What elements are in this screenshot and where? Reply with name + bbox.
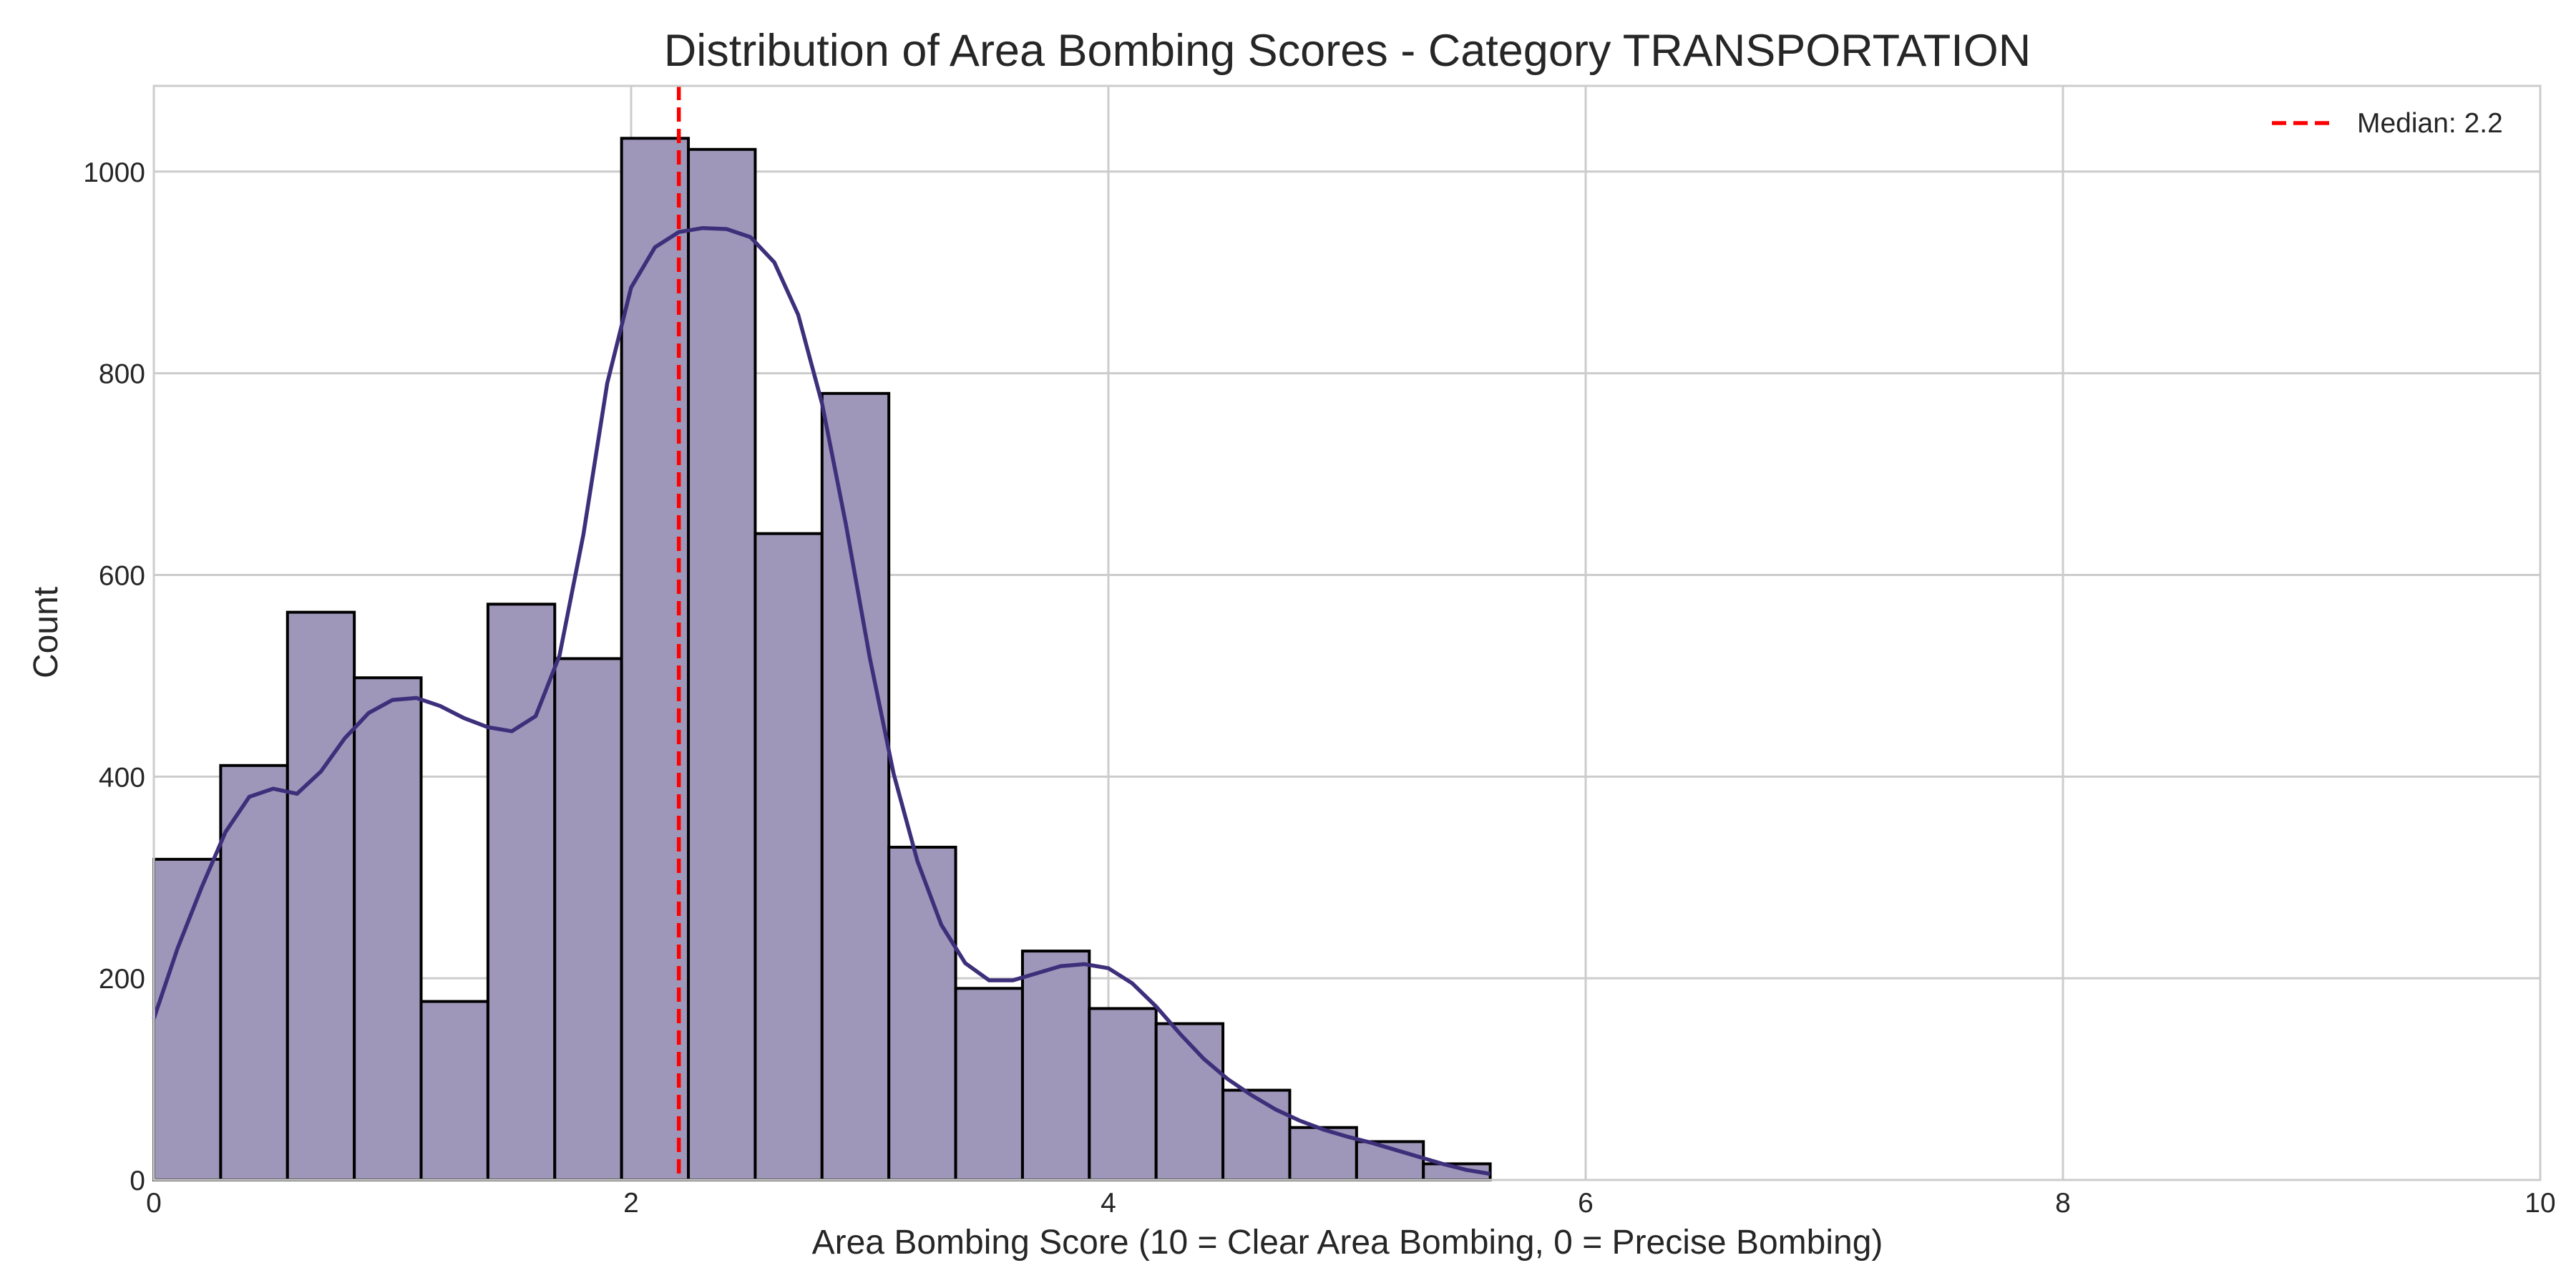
histogram-bar <box>1088 1007 1158 1182</box>
histogram-bar <box>687 147 757 1181</box>
x-axis-label: Area Bombing Score (10 = Clear Area Bomb… <box>812 1224 1883 1262</box>
histogram-bar <box>419 1000 489 1181</box>
y-axis-ticks: 0 200 400 600 800 1000 <box>83 157 145 1196</box>
y-tick-label: 800 <box>99 359 145 390</box>
x-tick-label: 6 <box>1578 1188 1594 1219</box>
y-tick-label: 200 <box>99 964 145 995</box>
plot-frame <box>152 84 2542 1181</box>
histogram-bar <box>1154 1022 1225 1181</box>
x-tick-label: 0 <box>146 1188 162 1219</box>
y-tick-label: 400 <box>99 762 145 793</box>
x-tick-label: 8 <box>2055 1188 2071 1219</box>
y-tick-label: 0 <box>130 1166 145 1196</box>
histogram-bar <box>219 763 289 1181</box>
legend-median-label: Median: 2.2 <box>2357 108 2503 139</box>
x-axis-ticks: 0 2 4 6 8 10 <box>146 1188 2556 1219</box>
histogram-bar <box>820 391 891 1181</box>
histogram-bar <box>553 657 623 1181</box>
histogram-bar <box>620 137 691 1181</box>
histogram-bar <box>753 532 824 1181</box>
histogram-bar <box>152 857 223 1182</box>
histogram-bar <box>353 676 423 1181</box>
y-tick-label: 600 <box>99 560 145 591</box>
histogram-bar <box>887 845 957 1181</box>
x-tick-label: 10 <box>2524 1188 2555 1219</box>
histogram-bar <box>1020 950 1091 1181</box>
kde-curve <box>152 225 1491 1176</box>
legend: Median: 2.2 <box>2254 99 2526 149</box>
y-axis-label: Count <box>27 587 65 678</box>
histogram-bar <box>1221 1088 1292 1181</box>
chart-title: Distribution of Area Bombing Scores - Ca… <box>664 26 2031 76</box>
histogram-bar <box>954 987 1024 1182</box>
y-tick-label: 1000 <box>83 157 145 188</box>
histogram-bar <box>286 610 356 1181</box>
x-tick-label: 2 <box>623 1188 639 1219</box>
x-tick-label: 4 <box>1101 1188 1116 1219</box>
histogram-bars <box>152 137 1492 1182</box>
